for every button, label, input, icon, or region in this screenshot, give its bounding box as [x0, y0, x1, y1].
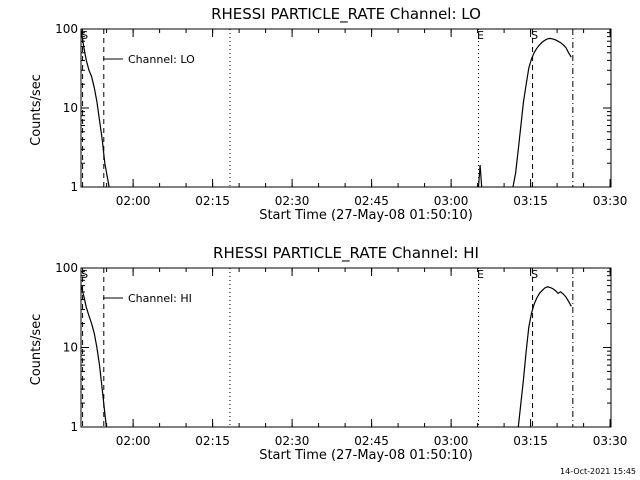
event-marker-label: S	[531, 268, 538, 281]
x-tick-label: 03:00	[434, 194, 469, 208]
y-tick-label: 1	[70, 180, 78, 194]
x-tick-label: 02:45	[354, 194, 389, 208]
data-line	[81, 29, 110, 187]
x-tick-label: 02:45	[354, 434, 389, 448]
chart-title: RHESSI PARTICLE_RATE Channel: HI	[213, 244, 479, 263]
panel-hi: RHESSI PARTICLE_RATE Channel: HI 1 10 100 02…	[29, 244, 627, 463]
x-tick-label: 02:30	[275, 434, 310, 448]
event-marker-label: E	[477, 29, 484, 42]
event-marker-label: S	[81, 268, 88, 281]
event-marker-label: S	[531, 29, 538, 42]
x-tick-label: 03:30	[593, 194, 628, 208]
data-line	[512, 37, 572, 187]
data-line	[517, 286, 572, 427]
data-line	[477, 164, 483, 187]
x-tick-label: 02:00	[116, 434, 151, 448]
y-tick-label: 10	[63, 101, 78, 115]
x-tick-label: 03:00	[434, 434, 469, 448]
x-tick-label: 02:30	[275, 194, 310, 208]
x-tick-label: 02:00	[116, 194, 151, 208]
x-tick-label: 02:15	[195, 194, 230, 208]
data-line	[81, 285, 107, 427]
event-marker-label: E	[477, 268, 484, 281]
y-axis-label: Counts/sec	[29, 314, 44, 386]
y-tick-label: 100	[55, 261, 78, 275]
x-tick-label: 03:15	[513, 434, 548, 448]
x-axis-label: Start Time (27-May-08 01:50:10)	[259, 448, 473, 463]
footer-timestamp: 14-Oct-2021 15:45	[560, 467, 636, 476]
x-tick-label: 03:15	[513, 194, 548, 208]
x-tick-label: 03:30	[593, 434, 628, 448]
y-tick-label: 10	[63, 341, 78, 355]
y-tick-label: 100	[55, 22, 78, 36]
x-axis-label: Start Time (27-May-08 01:50:10)	[259, 208, 473, 223]
legend-label: Channel: LO	[128, 53, 195, 66]
event-marker-label: S	[81, 29, 88, 42]
x-tick-label: 02:15	[195, 434, 230, 448]
chart-title: RHESSI PARTICLE_RATE Channel: LO	[211, 5, 481, 24]
y-tick-label: 1	[70, 420, 78, 434]
panel-lo: RHESSI PARTICLE_RATE Channel: LO 1 10 100 02…	[29, 5, 627, 223]
y-axis-label: Counts/sec	[29, 74, 44, 146]
legend-label: Channel: HI	[128, 292, 192, 305]
